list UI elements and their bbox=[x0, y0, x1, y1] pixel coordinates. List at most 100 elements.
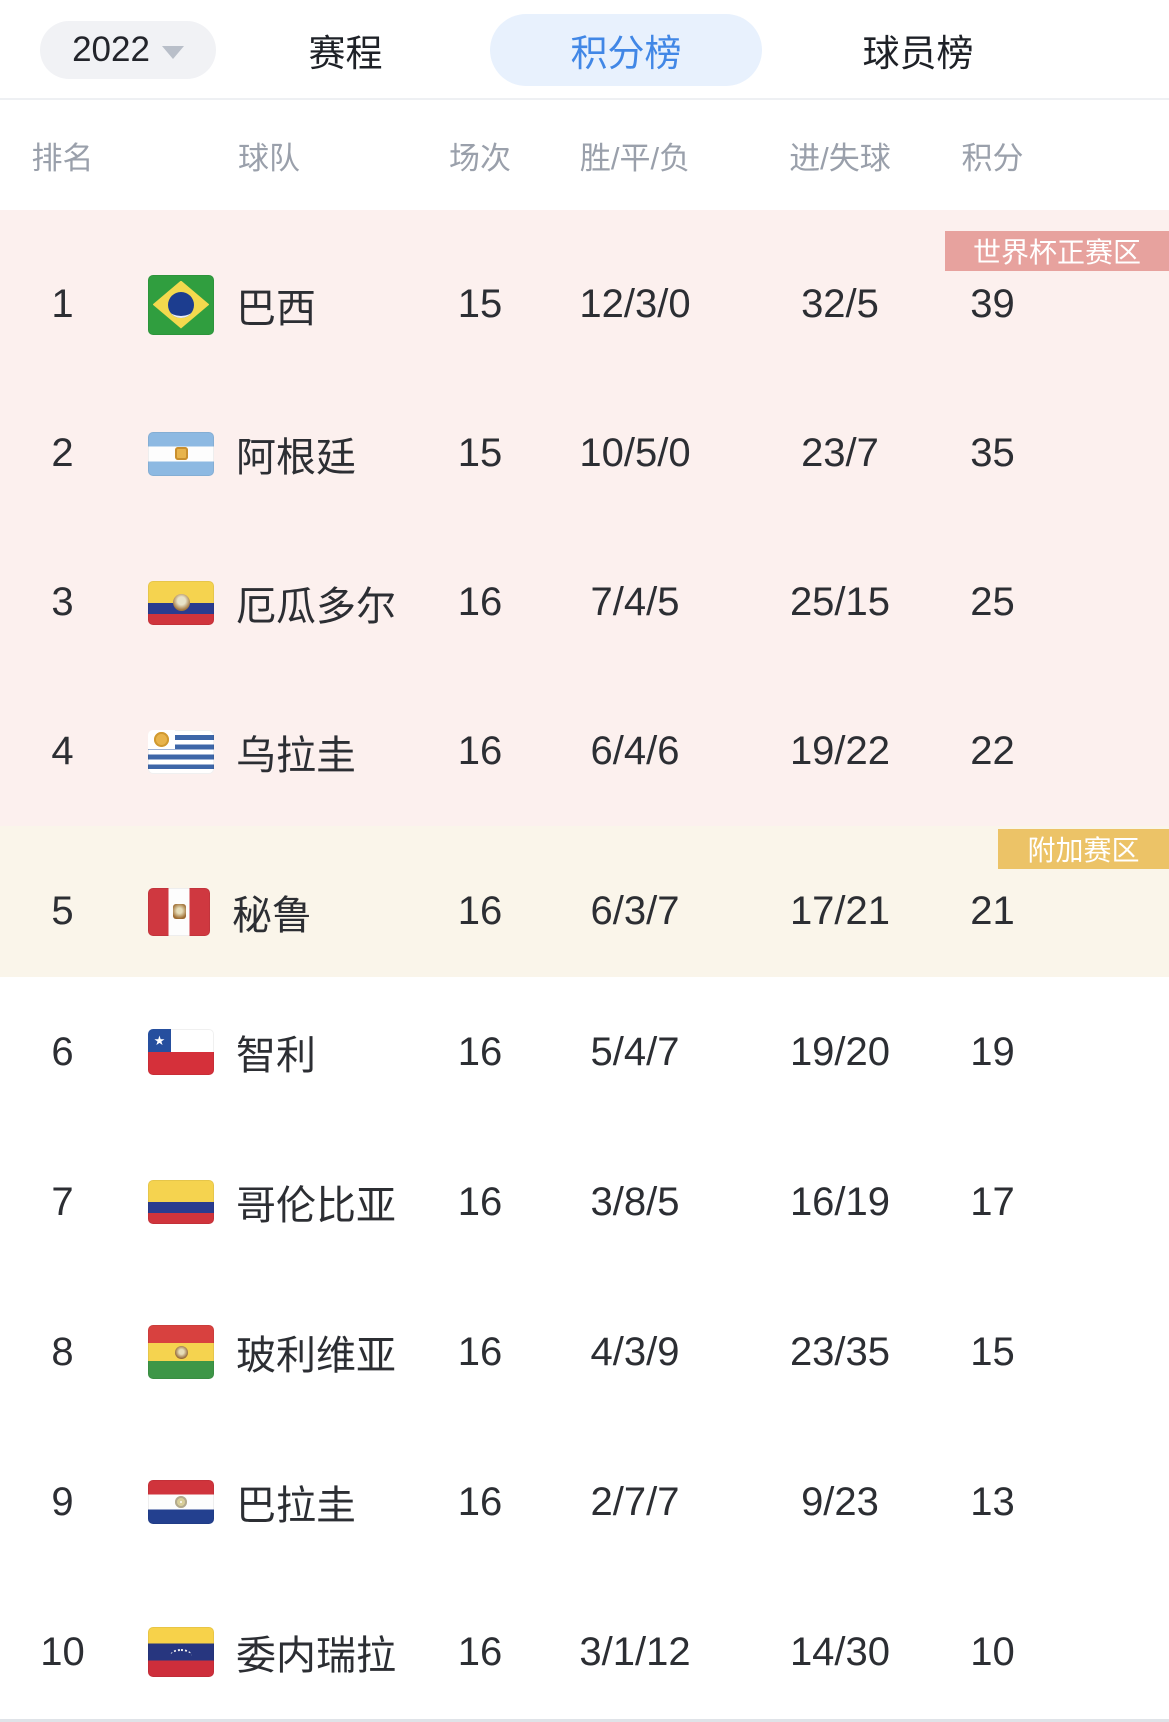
points-cell: 19 bbox=[970, 1029, 1015, 1074]
ar-flag-icon bbox=[148, 431, 214, 476]
topbar: 2022 赛程 积分榜 球员榜 bbox=[0, 0, 1169, 100]
rank-cell: 2 bbox=[51, 431, 74, 475]
games-cell: 16 bbox=[457, 1329, 503, 1374]
wdl-cell: 3/1/12 bbox=[579, 1629, 691, 1674]
column-header-rank: 排名 bbox=[31, 140, 94, 176]
zone-playoff: 附加赛区 5 秘鲁 16 6/3/7 17/21 21 bbox=[0, 826, 1169, 977]
table-row[interactable]: 6 智利 16 5/4/7 19/20 19 bbox=[0, 977, 1169, 1127]
table-row[interactable]: 3 厄瓜多尔 16 7/4/5 25/15 25 bbox=[0, 528, 1169, 677]
br-flag-icon bbox=[148, 274, 214, 335]
games-cell: 15 bbox=[457, 282, 503, 326]
goals-cell: 9/23 bbox=[801, 1479, 879, 1524]
team-name-cell: 乌拉圭 bbox=[236, 733, 356, 778]
points-cell: 15 bbox=[970, 1329, 1015, 1374]
caret-down-icon bbox=[161, 46, 184, 59]
column-header-goals: 进/失球 bbox=[789, 140, 891, 176]
points-cell: 35 bbox=[970, 431, 1015, 475]
rank-cell: 3 bbox=[51, 580, 74, 624]
table-row[interactable]: 10 委内瑞拉 16 3/1/12 14/30 10 bbox=[0, 1577, 1169, 1722]
rank-cell: 5 bbox=[51, 889, 74, 933]
season-selector[interactable]: 2022 bbox=[40, 21, 216, 79]
wdl-cell: 3/8/5 bbox=[590, 1179, 680, 1224]
zone-worldcup: 世界杯正赛区 1 巴西 15 12/3/0 32/5 39 2 阿根廷 15 10/5/0 23/7 3… bbox=[0, 210, 1169, 826]
rank-cell: 7 bbox=[51, 1179, 74, 1224]
goals-cell: 14/30 bbox=[789, 1629, 891, 1674]
tab-standings[interactable]: 积分榜 bbox=[490, 14, 762, 86]
games-cell: 16 bbox=[457, 889, 503, 933]
team-name-cell: 智利 bbox=[236, 1034, 316, 1078]
wdl-cell: 12/3/0 bbox=[579, 282, 691, 326]
column-header-games: 场次 bbox=[449, 140, 511, 176]
goals-cell: 16/19 bbox=[789, 1179, 891, 1224]
season-label: 2022 bbox=[72, 30, 150, 69]
goals-cell: 32/5 bbox=[801, 282, 879, 326]
rank-cell: 1 bbox=[51, 282, 74, 326]
team-name-cell: 秘鲁 bbox=[232, 893, 312, 938]
goals-cell: 17/21 bbox=[789, 889, 891, 933]
team-name-cell: 巴拉圭 bbox=[236, 1484, 356, 1528]
table-row[interactable]: 7 哥伦比亚 16 3/8/5 16/19 17 bbox=[0, 1127, 1169, 1277]
wdl-cell: 2/7/7 bbox=[590, 1479, 680, 1524]
table-body: 世界杯正赛区 1 巴西 15 12/3/0 32/5 39 2 阿根廷 15 10/5/0 23/7 3… bbox=[0, 210, 1169, 1722]
team-name-cell: 哥伦比亚 bbox=[236, 1184, 396, 1228]
column-header-wdl: 胜/平/负 bbox=[579, 140, 691, 176]
goals-cell: 19/22 bbox=[789, 729, 891, 773]
cl-flag-icon bbox=[148, 1029, 214, 1075]
table-row[interactable]: 8 玻利维亚 16 4/3/9 23/35 15 bbox=[0, 1277, 1169, 1427]
wdl-cell: 7/4/5 bbox=[590, 580, 680, 624]
wdl-cell: 6/3/7 bbox=[590, 889, 680, 933]
games-cell: 16 bbox=[457, 580, 503, 624]
co-flag-icon bbox=[148, 1180, 214, 1224]
table-row[interactable]: 2 阿根廷 15 10/5/0 23/7 35 bbox=[0, 379, 1169, 528]
wdl-cell: 10/5/0 bbox=[579, 431, 691, 475]
rank-cell: 10 bbox=[40, 1629, 85, 1674]
tab-players[interactable]: 球员榜 bbox=[862, 33, 974, 74]
bo-flag-icon bbox=[148, 1325, 214, 1379]
team-name-cell: 委内瑞拉 bbox=[236, 1634, 396, 1678]
games-cell: 16 bbox=[457, 1479, 503, 1524]
ec-flag-icon bbox=[148, 580, 214, 625]
goals-cell: 25/15 bbox=[789, 580, 891, 624]
column-header-team: 球队 bbox=[238, 140, 300, 176]
table-row[interactable]: 4 乌拉圭 16 6/4/6 19/22 22 bbox=[0, 677, 1169, 826]
games-cell: 16 bbox=[457, 729, 503, 773]
team-name-cell: 厄瓜多尔 bbox=[236, 584, 396, 629]
points-cell: 22 bbox=[970, 729, 1015, 773]
points-cell: 17 bbox=[970, 1179, 1015, 1224]
tab-schedule[interactable]: 赛程 bbox=[308, 33, 383, 74]
zone-badge-worldcup: 世界杯正赛区 bbox=[945, 231, 1169, 271]
table-header: 排名 球队 场次 胜/平/负 进/失球 积分 bbox=[0, 100, 1169, 210]
table-row[interactable]: 5 秘鲁 16 6/3/7 17/21 21 bbox=[0, 846, 1169, 977]
team-name-cell: 阿根廷 bbox=[236, 435, 356, 480]
pe-flag-icon bbox=[148, 887, 210, 936]
table-row[interactable]: 1 巴西 15 12/3/0 32/5 39 bbox=[0, 230, 1169, 379]
points-cell: 10 bbox=[970, 1629, 1015, 1674]
ve-flag-icon bbox=[148, 1627, 214, 1677]
rank-cell: 8 bbox=[51, 1329, 74, 1374]
zone-rest: 6 智利 16 5/4/7 19/20 19 7 哥伦比亚 16 3/8/5 16/19 17 8 玻利维… bbox=[0, 977, 1169, 1722]
goals-cell: 23/35 bbox=[789, 1329, 891, 1374]
rank-cell: 9 bbox=[51, 1479, 74, 1524]
rank-cell: 4 bbox=[51, 729, 74, 773]
table-row[interactable]: 9 巴拉圭 16 2/7/7 9/23 13 bbox=[0, 1427, 1169, 1577]
points-cell: 39 bbox=[970, 282, 1015, 326]
column-header-points: 积分 bbox=[961, 140, 1024, 176]
points-cell: 21 bbox=[970, 889, 1015, 933]
zone-badge-playoff: 附加赛区 bbox=[998, 829, 1169, 869]
team-name-cell: 玻利维亚 bbox=[236, 1334, 396, 1378]
games-cell: 16 bbox=[457, 1629, 503, 1674]
games-cell: 16 bbox=[457, 1179, 503, 1224]
games-cell: 16 bbox=[457, 1029, 503, 1074]
wdl-cell: 5/4/7 bbox=[590, 1029, 680, 1074]
games-cell: 15 bbox=[457, 431, 503, 475]
team-name-cell: 巴西 bbox=[236, 286, 316, 331]
goals-cell: 19/20 bbox=[789, 1029, 891, 1074]
points-cell: 13 bbox=[970, 1479, 1015, 1524]
wdl-cell: 4/3/9 bbox=[590, 1329, 680, 1374]
py-flag-icon bbox=[148, 1480, 214, 1524]
uy-flag-icon bbox=[148, 729, 214, 774]
points-cell: 25 bbox=[970, 580, 1015, 624]
rank-cell: 6 bbox=[51, 1029, 74, 1074]
wdl-cell: 6/4/6 bbox=[590, 729, 680, 773]
